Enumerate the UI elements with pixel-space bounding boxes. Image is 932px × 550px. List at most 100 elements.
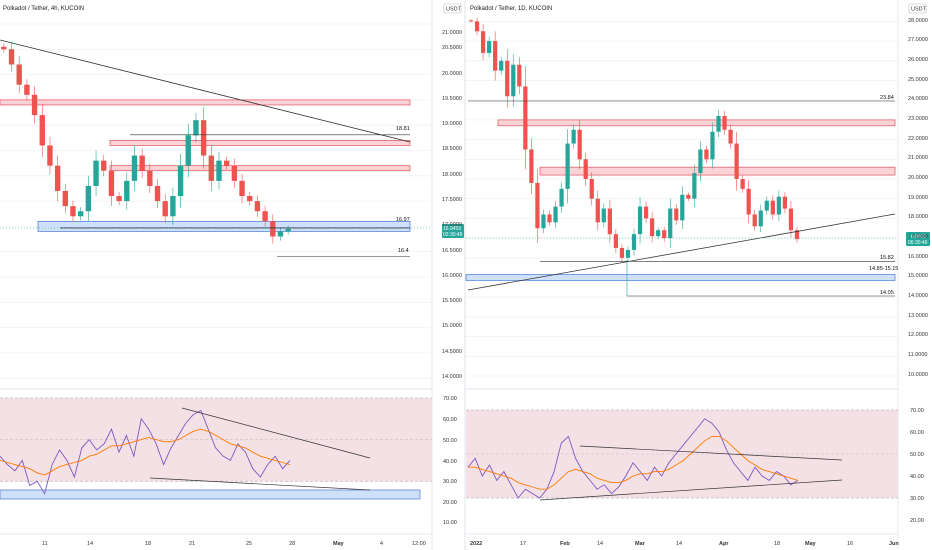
left-candle-body bbox=[31, 94, 38, 116]
mid-tick: 16.5000 bbox=[442, 248, 462, 254]
mid-tick: 14.5000 bbox=[442, 349, 462, 355]
left-x-tick: 25 bbox=[246, 541, 252, 547]
left-candle-body bbox=[147, 170, 153, 186]
right-rsi-tick: 40.00 bbox=[910, 474, 924, 480]
left-candle-body bbox=[47, 145, 53, 166]
mid-price-axis[interactable]: 21.0000 20.5000 20.0000 19.5000 19.0000 … bbox=[442, 30, 462, 380]
right-x-tick: 14 bbox=[597, 541, 603, 547]
right-candle-body bbox=[607, 208, 612, 235]
right-candle-body bbox=[601, 208, 606, 223]
right-tick: 14.0000 bbox=[908, 293, 928, 299]
right-x-tick: 16 bbox=[847, 541, 853, 547]
right-candle-body bbox=[517, 64, 522, 87]
left-rsi-line bbox=[0, 409, 291, 495]
mid-tick: 16.0000 bbox=[442, 273, 462, 279]
right-rsi-tick: 60.00 bbox=[910, 430, 924, 436]
right-x-tick: 14 bbox=[676, 541, 682, 547]
right-candle-body bbox=[758, 210, 763, 227]
left-descending-trendline bbox=[0, 39, 411, 143]
right-currency-badge: USDT bbox=[911, 7, 927, 13]
left-candle-body bbox=[200, 120, 207, 156]
right-candle-body bbox=[619, 247, 625, 258]
right-candle-body bbox=[649, 218, 655, 237]
left-time-axis[interactable]: 11 14 18 21 25 28 May 4 12:00 bbox=[42, 541, 426, 547]
left-candle-body bbox=[170, 196, 176, 217]
mid-rsi-axis[interactable]: 70.00 60.00 50.00 40.00 30.00 20.00 10.0… bbox=[443, 396, 457, 526]
left-price-pane[interactable] bbox=[0, 0, 432, 388]
level-label-14-05: 14.05 bbox=[880, 290, 894, 296]
right-tick: 15.0000 bbox=[908, 273, 928, 279]
left-x-tick: 11 bbox=[42, 541, 48, 547]
left-candle-body bbox=[177, 165, 184, 197]
right-tick: 13.0000 bbox=[908, 313, 928, 319]
support-zone bbox=[37, 220, 411, 232]
left-candle-body bbox=[277, 231, 284, 237]
right-tick: 21.0000 bbox=[908, 155, 928, 161]
right-x-tick: 2022 bbox=[470, 541, 482, 547]
left-candle-body bbox=[254, 201, 261, 212]
right-candle-body bbox=[776, 196, 781, 215]
right-candle-body bbox=[704, 149, 709, 160]
right-candle-body bbox=[493, 41, 498, 71]
right-candle-body bbox=[656, 230, 661, 237]
left-rsi-support-zone bbox=[0, 489, 421, 500]
right-tick: 28.0000 bbox=[908, 18, 928, 24]
left-candle-body bbox=[285, 228, 291, 232]
left-x-tick: 21 bbox=[189, 541, 195, 547]
right-candle-body bbox=[595, 198, 600, 223]
right-candle-body bbox=[764, 200, 769, 211]
right-rsi-trendline-lower bbox=[539, 479, 843, 501]
mid-tick: 15.5000 bbox=[442, 298, 462, 304]
right-price-axis[interactable]: 28.0000 27.0000 26.0000 25.0000 24.0000 … bbox=[908, 18, 928, 378]
mid-rsi-tick: 10.00 bbox=[443, 520, 457, 526]
right-candle-body bbox=[643, 206, 649, 219]
left-candle-body bbox=[247, 196, 253, 202]
right-tick: 12.0000 bbox=[908, 332, 928, 338]
mid-tick: 18.5000 bbox=[442, 146, 462, 152]
left-candle-body bbox=[208, 155, 215, 181]
right-candle-body bbox=[734, 143, 739, 179]
right-x-tick: Mar bbox=[635, 541, 646, 547]
left-candle-body bbox=[239, 180, 245, 197]
right-tick: 24.0000 bbox=[908, 96, 928, 102]
left-rsi-trendline-lower bbox=[149, 477, 371, 491]
right-time-axis[interactable]: 2022 17 Feb 14 Mar 14 Apr 18 May 16 Jun bbox=[470, 541, 899, 547]
mid-currency-badge: USDT bbox=[446, 7, 462, 13]
right-candle-body bbox=[583, 159, 588, 179]
left-candle-body bbox=[116, 196, 122, 202]
right-tick: 10.0000 bbox=[908, 372, 928, 378]
left-candle-body bbox=[270, 221, 276, 237]
left-candle-body bbox=[139, 155, 145, 171]
right-candle-body bbox=[553, 206, 558, 223]
resistance-zone bbox=[109, 165, 411, 172]
mid-tick: 14.0000 bbox=[442, 374, 462, 380]
mid-currency-badge-box bbox=[443, 3, 462, 14]
right-candle-body bbox=[788, 208, 794, 231]
right-candle-body bbox=[631, 234, 637, 250]
resistance-zone bbox=[109, 140, 411, 146]
right-x-tick: Jun bbox=[889, 541, 899, 547]
mid-rsi-tick: 70.00 bbox=[443, 396, 457, 402]
right-tick: 27.0000 bbox=[908, 37, 928, 43]
right-chart-title: Polkadot / Tether, 1D, KUCOIN bbox=[470, 6, 552, 12]
right-candle-body bbox=[499, 60, 504, 71]
mid-price-badge-value: 16.9453 bbox=[443, 226, 461, 232]
right-tick: 11.0000 bbox=[908, 352, 927, 358]
right-candle-body bbox=[565, 143, 570, 189]
right-rsi-axis[interactable]: 70.00 60.00 50.00 40.00 30.00 20.00 bbox=[910, 408, 924, 524]
right-candle-body bbox=[559, 188, 564, 207]
left-candle-body bbox=[231, 165, 238, 181]
left-candle-body bbox=[24, 84, 30, 95]
right-rsi-tick: 20.00 bbox=[910, 518, 924, 524]
right-x-tick: Apr bbox=[719, 541, 729, 547]
left-x-tick: May bbox=[333, 541, 345, 547]
mid-tick: 15.0000 bbox=[442, 323, 462, 329]
mid-tick: 18.0000 bbox=[442, 172, 462, 178]
left-candle-body bbox=[85, 185, 92, 212]
left-candle-body bbox=[54, 165, 61, 191]
left-candle-body bbox=[162, 201, 168, 217]
right-candle-body bbox=[535, 182, 540, 229]
right-rsi-tick: 30.00 bbox=[910, 496, 924, 502]
right-price-badge bbox=[906, 232, 930, 246]
